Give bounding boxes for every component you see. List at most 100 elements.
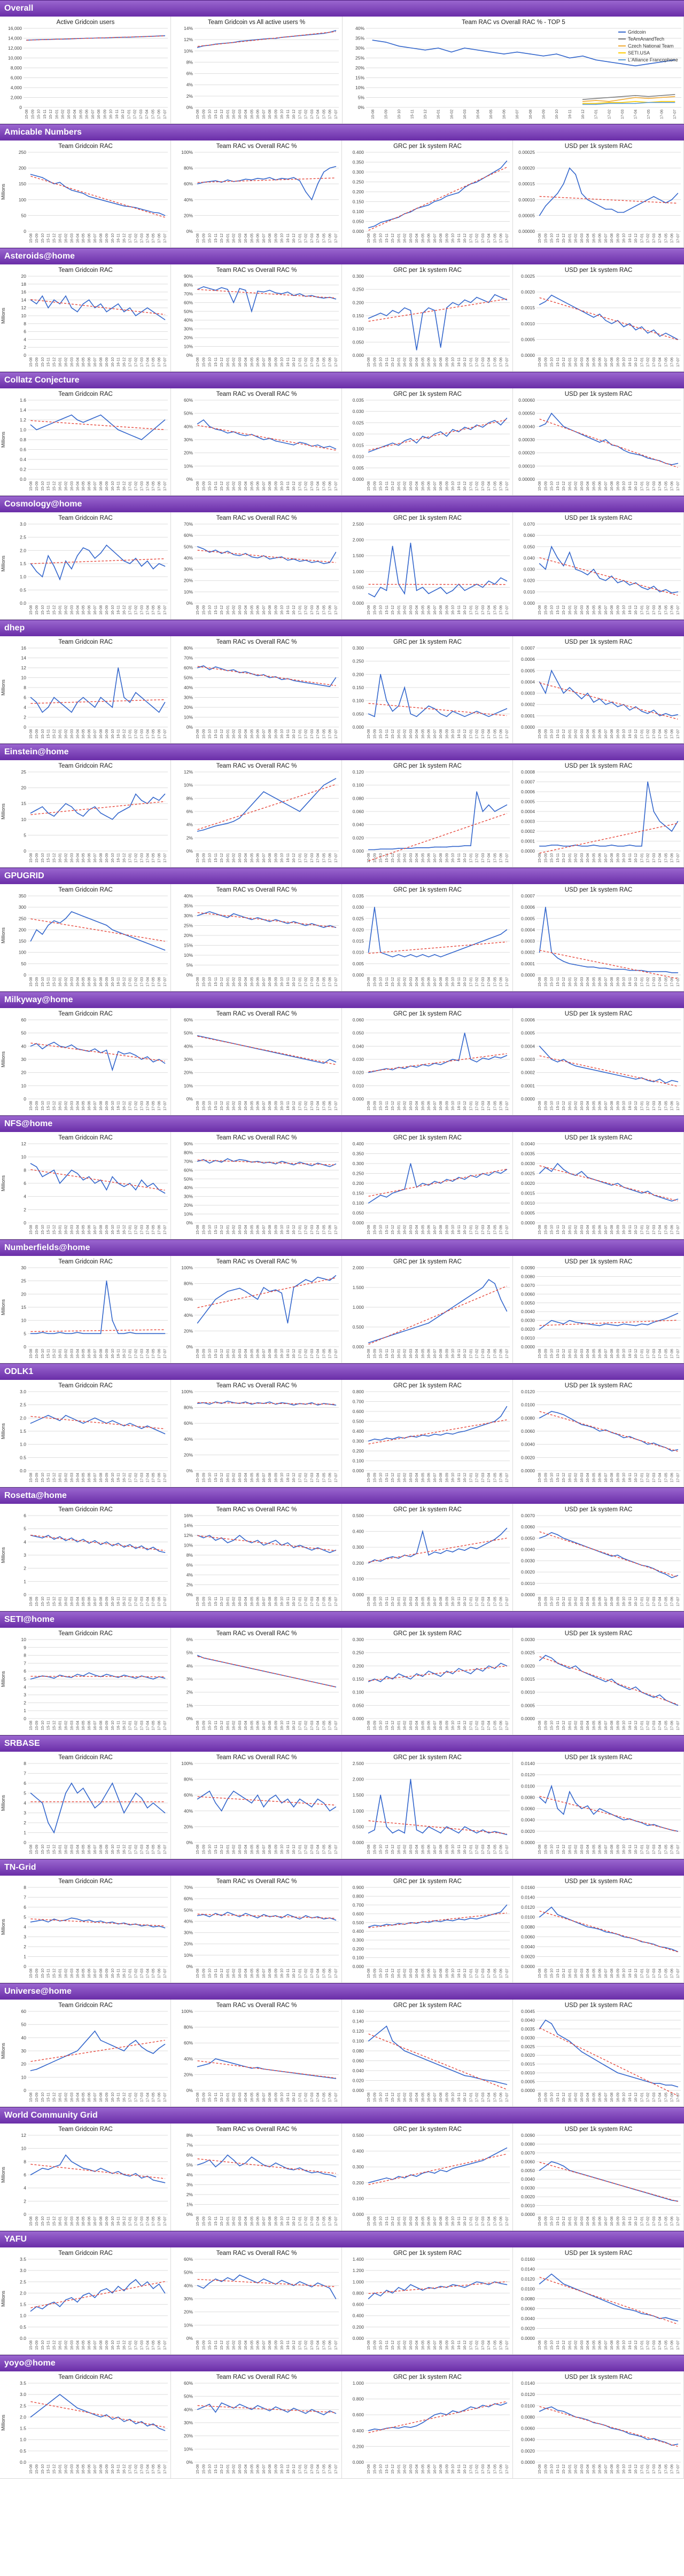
data-point bbox=[647, 971, 648, 972]
x-tick-label: 16-08 bbox=[610, 977, 614, 987]
x-tick-label: 16-10 bbox=[281, 1969, 284, 1978]
x-tick-label: 16-02 bbox=[403, 853, 407, 863]
x-tick-label: 17-06 bbox=[329, 233, 332, 243]
y-tick-label: 0.200 bbox=[353, 189, 364, 194]
x-tick-label: 17-04 bbox=[658, 2216, 662, 2226]
y-tick-label: 0.500 bbox=[353, 584, 364, 590]
data-point bbox=[422, 1531, 423, 1532]
y-tick-label: 40% bbox=[184, 1808, 193, 1814]
x-tick-label: 15-11 bbox=[47, 729, 51, 738]
x-tick-label: 16-02 bbox=[403, 2216, 407, 2226]
data-point bbox=[257, 675, 258, 676]
chart-title: Active Gridcoin users bbox=[57, 19, 115, 26]
data-point bbox=[587, 436, 588, 438]
x-tick-label: 16-05 bbox=[592, 729, 596, 739]
x-tick-label: 16-03 bbox=[580, 2216, 584, 2226]
data-point bbox=[71, 1333, 72, 1334]
data-point bbox=[482, 811, 484, 812]
x-tick-label: 16-09 bbox=[105, 1101, 109, 1111]
dashboard: Overall Active Gridcoin users 0 2,000 4,000 6… bbox=[0, 0, 684, 2479]
x-tick-label: 16-12 bbox=[123, 2093, 127, 2102]
x-tick-label: 15-11 bbox=[385, 1969, 389, 1978]
data-point bbox=[659, 335, 660, 337]
x-tick-label: 16-10 bbox=[623, 1597, 626, 1606]
y-tick-label: 0.0020 bbox=[521, 1570, 535, 1575]
data-point bbox=[311, 1060, 313, 1061]
data-point bbox=[281, 1802, 282, 1804]
y-tick-label: 0.0004 bbox=[521, 927, 535, 932]
trend-line bbox=[368, 941, 507, 954]
data-point bbox=[152, 36, 153, 37]
y-tick-label: 0.00015 bbox=[518, 181, 535, 186]
data-point bbox=[450, 51, 452, 53]
y-tick-label: 0.0006 bbox=[521, 1017, 535, 1022]
section-header: World Community Grid bbox=[0, 2107, 684, 2124]
x-tick-label: 15-12 bbox=[562, 1101, 566, 1111]
data-point bbox=[71, 1417, 72, 1419]
data-point bbox=[158, 800, 160, 801]
x-tick-label: 16-06 bbox=[88, 1349, 91, 1359]
data-point bbox=[593, 2058, 594, 2059]
x-tick-label: 16-05 bbox=[592, 357, 596, 367]
x-tick-label: 17-05 bbox=[322, 605, 326, 615]
y-tick-label: 0.500 bbox=[353, 2133, 364, 2138]
data-point bbox=[209, 911, 210, 912]
x-tick-label: 17-05 bbox=[322, 357, 326, 367]
x-tick-label: 17-01 bbox=[469, 1969, 473, 1978]
data-point bbox=[647, 1324, 648, 1325]
y-tick-label: 0.0001 bbox=[521, 961, 535, 966]
data-point bbox=[48, 1535, 49, 1536]
x-tick-label: 16-02 bbox=[64, 977, 68, 987]
x-tick-label: 15-11 bbox=[385, 1101, 389, 1110]
x-tick-label: 16-11 bbox=[117, 1473, 121, 1482]
x-tick-label: 16-11 bbox=[286, 1101, 290, 1110]
x-tick-label: 15-11 bbox=[556, 1349, 560, 1358]
x-tick-label: 17-02 bbox=[647, 729, 650, 739]
x-tick-label: 15-09 bbox=[35, 1597, 39, 1606]
x-tick-label: 16-07 bbox=[516, 110, 519, 119]
data-point bbox=[386, 1924, 387, 1925]
data-point bbox=[317, 444, 318, 446]
data-point bbox=[76, 1173, 78, 1174]
x-tick-label: 16-10 bbox=[623, 1225, 626, 1235]
x-tick-label: 16-10 bbox=[623, 853, 626, 863]
x-tick-label: 16-09 bbox=[105, 1845, 109, 1854]
y-tick-label: 0.035 bbox=[353, 893, 364, 899]
data-point bbox=[641, 845, 642, 847]
x-tick-label: 16-03 bbox=[580, 2093, 584, 2102]
x-tick-label: 16-03 bbox=[67, 110, 71, 119]
data-point bbox=[446, 1671, 447, 1672]
x-tick-label: 17-04 bbox=[146, 1597, 150, 1606]
data-point bbox=[158, 1431, 160, 1432]
x-tick-label: 15-08 bbox=[538, 853, 542, 863]
data-point bbox=[76, 914, 78, 915]
data-point bbox=[305, 1915, 306, 1916]
chart-panel: Team Gridcoin RAC Millions 0 5 10 15 20 25 15-08… bbox=[0, 760, 171, 868]
x-tick-label: 16-07 bbox=[604, 853, 608, 863]
x-tick-label: 17-06 bbox=[329, 729, 332, 739]
x-tick-label: 17-02 bbox=[647, 1349, 650, 1359]
section-project: Milkyway@home Team Gridcoin RAC Millions 0 1… bbox=[0, 992, 684, 1115]
y-tick-label: 60% bbox=[184, 397, 193, 403]
data-point bbox=[611, 1814, 612, 1815]
y-tick-label: 0.0090 bbox=[521, 2133, 535, 2138]
y-axis-label: Millions bbox=[1, 2291, 6, 2307]
y-tick-label: 4 bbox=[24, 1194, 26, 1199]
x-tick-label: 16-02 bbox=[403, 1721, 407, 1730]
data-point bbox=[257, 1540, 258, 1541]
line-chart: Team RAC vs Overall RAC %0%20%40%60%80%1… bbox=[181, 1259, 339, 1359]
y-tick-label: 2 bbox=[24, 715, 26, 720]
x-tick-label: 15-09 bbox=[202, 605, 206, 615]
y-tick-label: 3 bbox=[24, 1810, 26, 1816]
x-tick-label: 16-01 bbox=[226, 1969, 230, 1978]
data-point bbox=[452, 951, 453, 953]
x-tick-label: 16-09 bbox=[274, 2093, 278, 2102]
x-tick-label: 15-09 bbox=[202, 233, 206, 243]
section-header: Amicable Numbers bbox=[0, 124, 684, 140]
data-point bbox=[617, 706, 618, 707]
x-tick-label: 16-08 bbox=[99, 1969, 103, 1978]
y-tick-label: 0.0003 bbox=[521, 1057, 535, 1062]
data-point bbox=[65, 295, 66, 296]
data-point bbox=[112, 1675, 113, 1676]
y-tick-label: 16,000 bbox=[8, 26, 22, 31]
